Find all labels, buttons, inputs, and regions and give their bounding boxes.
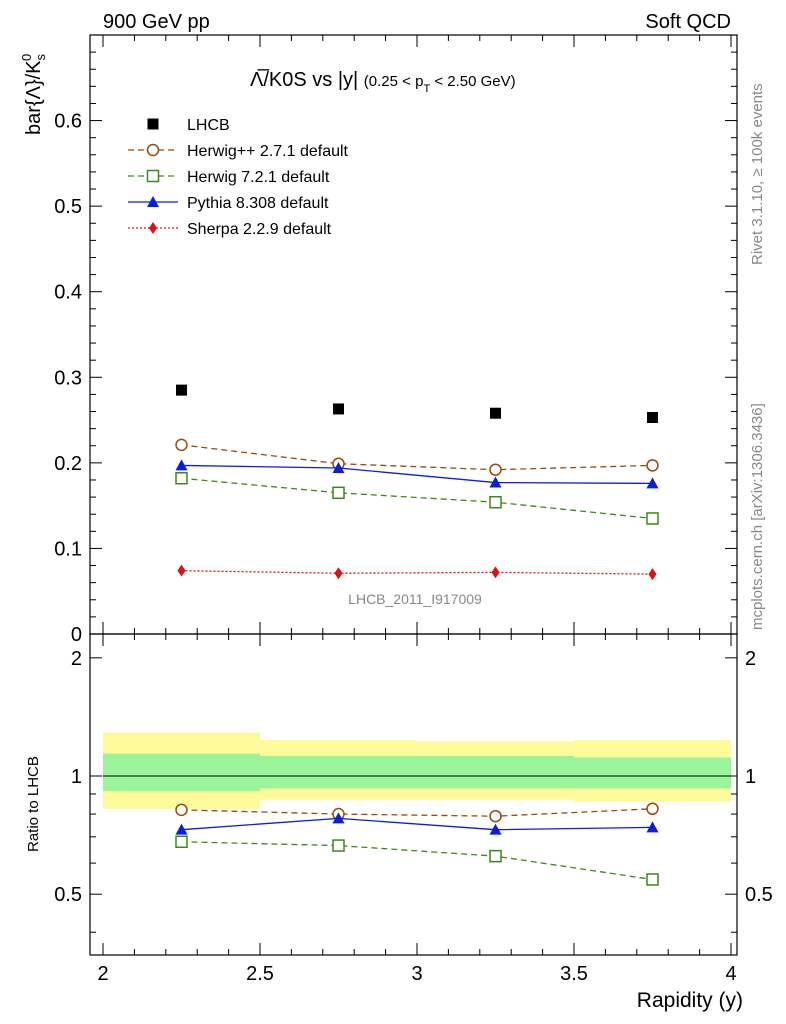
- analysis-id: LHCB_2011_I917009: [348, 591, 482, 607]
- data-point: [332, 461, 345, 473]
- y-axis-label-ratio: Ratio to LHCB: [25, 756, 42, 852]
- ratio-frame: [89, 633, 738, 956]
- series-line: [181, 570, 653, 575]
- legend-label: Pythia 8.308 default: [187, 195, 329, 212]
- x-tick-label: 3: [411, 963, 422, 985]
- ratio-point: [489, 849, 502, 863]
- legend-item: LHCB: [147, 117, 230, 134]
- header-left: 900 GeV pp: [103, 11, 210, 33]
- ratio-point: [489, 809, 502, 823]
- y-tick-label-main: 0.2: [54, 453, 82, 475]
- x-tick-label: 2.5: [246, 963, 274, 985]
- x-tick-label: 2: [97, 963, 108, 985]
- ratio-line: [181, 817, 653, 831]
- ratio-point: [646, 873, 659, 886]
- data-point: [176, 384, 187, 396]
- series-pythia-8-308-default: [175, 459, 659, 489]
- data-point: [177, 564, 186, 577]
- chart-title-cut: (0.25 < p: [364, 73, 424, 90]
- x-tick-label: 3.5: [560, 963, 588, 985]
- svg-text:Λ̅/K0S vs |y| (0.25 < pT: Λ̅/K0S vs |y| (0.25 < pT < 2.50 GeV): [250, 68, 516, 95]
- y-tick-label-ratio: 1: [71, 766, 82, 788]
- data-point: [175, 459, 188, 471]
- chart-title-main: Λ̅/K0S vs |y|: [250, 68, 358, 91]
- x-axis-label: Rapidity (y): [637, 989, 743, 1012]
- ratio-band-inner: [574, 757, 731, 789]
- data-point: [489, 463, 502, 476]
- data-point: [332, 486, 345, 500]
- series-line: [181, 477, 653, 520]
- chart-title: Λ̅/K0S vs |y| (0.25 < pT < 2.50 GeV): [250, 68, 516, 95]
- legend-item: Herwig++ 2.7.1 default: [128, 143, 349, 160]
- legend-marker: [146, 143, 160, 157]
- ratio-point: [489, 823, 502, 835]
- ratio-point: [175, 803, 188, 817]
- chart-title-cut-sub: T: [423, 83, 430, 95]
- data-point: [646, 512, 659, 525]
- legend-marker: [146, 169, 160, 183]
- y-tick-label-ratio: 2: [71, 648, 82, 670]
- data-point: [646, 477, 659, 489]
- header-right: Soft QCD: [645, 11, 731, 33]
- ratio-band-inner: [103, 753, 260, 792]
- data-point: [333, 403, 344, 415]
- legend-label: LHCB: [187, 117, 230, 134]
- svg-text:bar{Λ}/Ks0: bar{Λ}/Ks0: [19, 53, 48, 135]
- y-tick-label-main: 0.4: [54, 282, 82, 304]
- y-tick-label-ratio-right: 0.5: [745, 884, 773, 906]
- ratio-point: [646, 802, 659, 816]
- legend-label: Sherpa 2.2.9 default: [187, 221, 332, 238]
- series-line: [181, 444, 653, 471]
- ratio-point: [332, 812, 345, 824]
- y-tick-label-ratio-right: 1: [745, 766, 756, 788]
- legend-marker: [147, 196, 159, 207]
- ratio-point: [332, 839, 345, 852]
- data-point: [489, 476, 502, 488]
- chart-title-cut-end: < 2.50 GeV): [430, 73, 515, 90]
- data-point: [648, 568, 657, 581]
- ratio-point: [175, 823, 188, 835]
- data-point: [646, 459, 659, 472]
- series-lhcb: [176, 384, 658, 424]
- legend-item: Herwig 7.2.1 default: [128, 169, 330, 186]
- y-axis-label-main: bar{Λ}/Ks0: [19, 53, 48, 135]
- legend-label: Herwig 7.2.1 default: [187, 169, 330, 186]
- y-tick-label-main: 0.3: [54, 367, 82, 389]
- ratio-line: [181, 808, 653, 817]
- x-tick-label: 4: [725, 963, 736, 985]
- legend-label: Herwig++ 2.7.1 default: [187, 143, 349, 160]
- legend-marker: [149, 222, 157, 234]
- y-tick-label-ratio-right: 2: [745, 648, 756, 670]
- data-point: [490, 407, 501, 419]
- series-herwig-7-2-1-default: [175, 472, 659, 525]
- data-point: [175, 438, 188, 452]
- y-tick-label-main: 0.5: [54, 196, 82, 218]
- ratio-band-inner: [260, 755, 417, 789]
- data-point: [489, 495, 502, 509]
- ratio-line: [181, 841, 653, 881]
- ratio-point: [646, 821, 659, 833]
- mcplots-label: mcplots.cern.ch [arXiv:1306.3436]: [749, 403, 766, 630]
- series-sherpa-2-2-9-default: [177, 564, 657, 581]
- series-line: [181, 464, 653, 485]
- y-tick-label-main: 0.6: [54, 111, 82, 133]
- legend: LHCB Herwig++ 2.7.1 default Herwig 7.2.1 d…: [128, 117, 349, 238]
- ratio-series-pythia-8-308-default: [175, 812, 659, 835]
- y-tick-label-main: 0.1: [54, 538, 82, 560]
- legend-marker: [147, 118, 159, 130]
- legend-item: Sherpa 2.2.9 default: [128, 221, 332, 238]
- data-point: [491, 566, 500, 579]
- ratio-series-herwig-7-2-1-default: [175, 835, 659, 886]
- ratio-point: [175, 835, 188, 849]
- y-tick-label-main: 0: [71, 624, 82, 646]
- legend-item: Pythia 8.308 default: [128, 195, 329, 212]
- data-point: [175, 472, 188, 485]
- data-point: [334, 567, 343, 580]
- rivet-label: Rivet 3.1.10, ≥ 100k events: [749, 83, 766, 265]
- ratio-band-inner: [417, 755, 574, 789]
- data-point: [647, 412, 658, 424]
- y-tick-label-ratio: 0.5: [54, 884, 82, 906]
- series-herwig-2-7-1-default: [175, 438, 659, 476]
